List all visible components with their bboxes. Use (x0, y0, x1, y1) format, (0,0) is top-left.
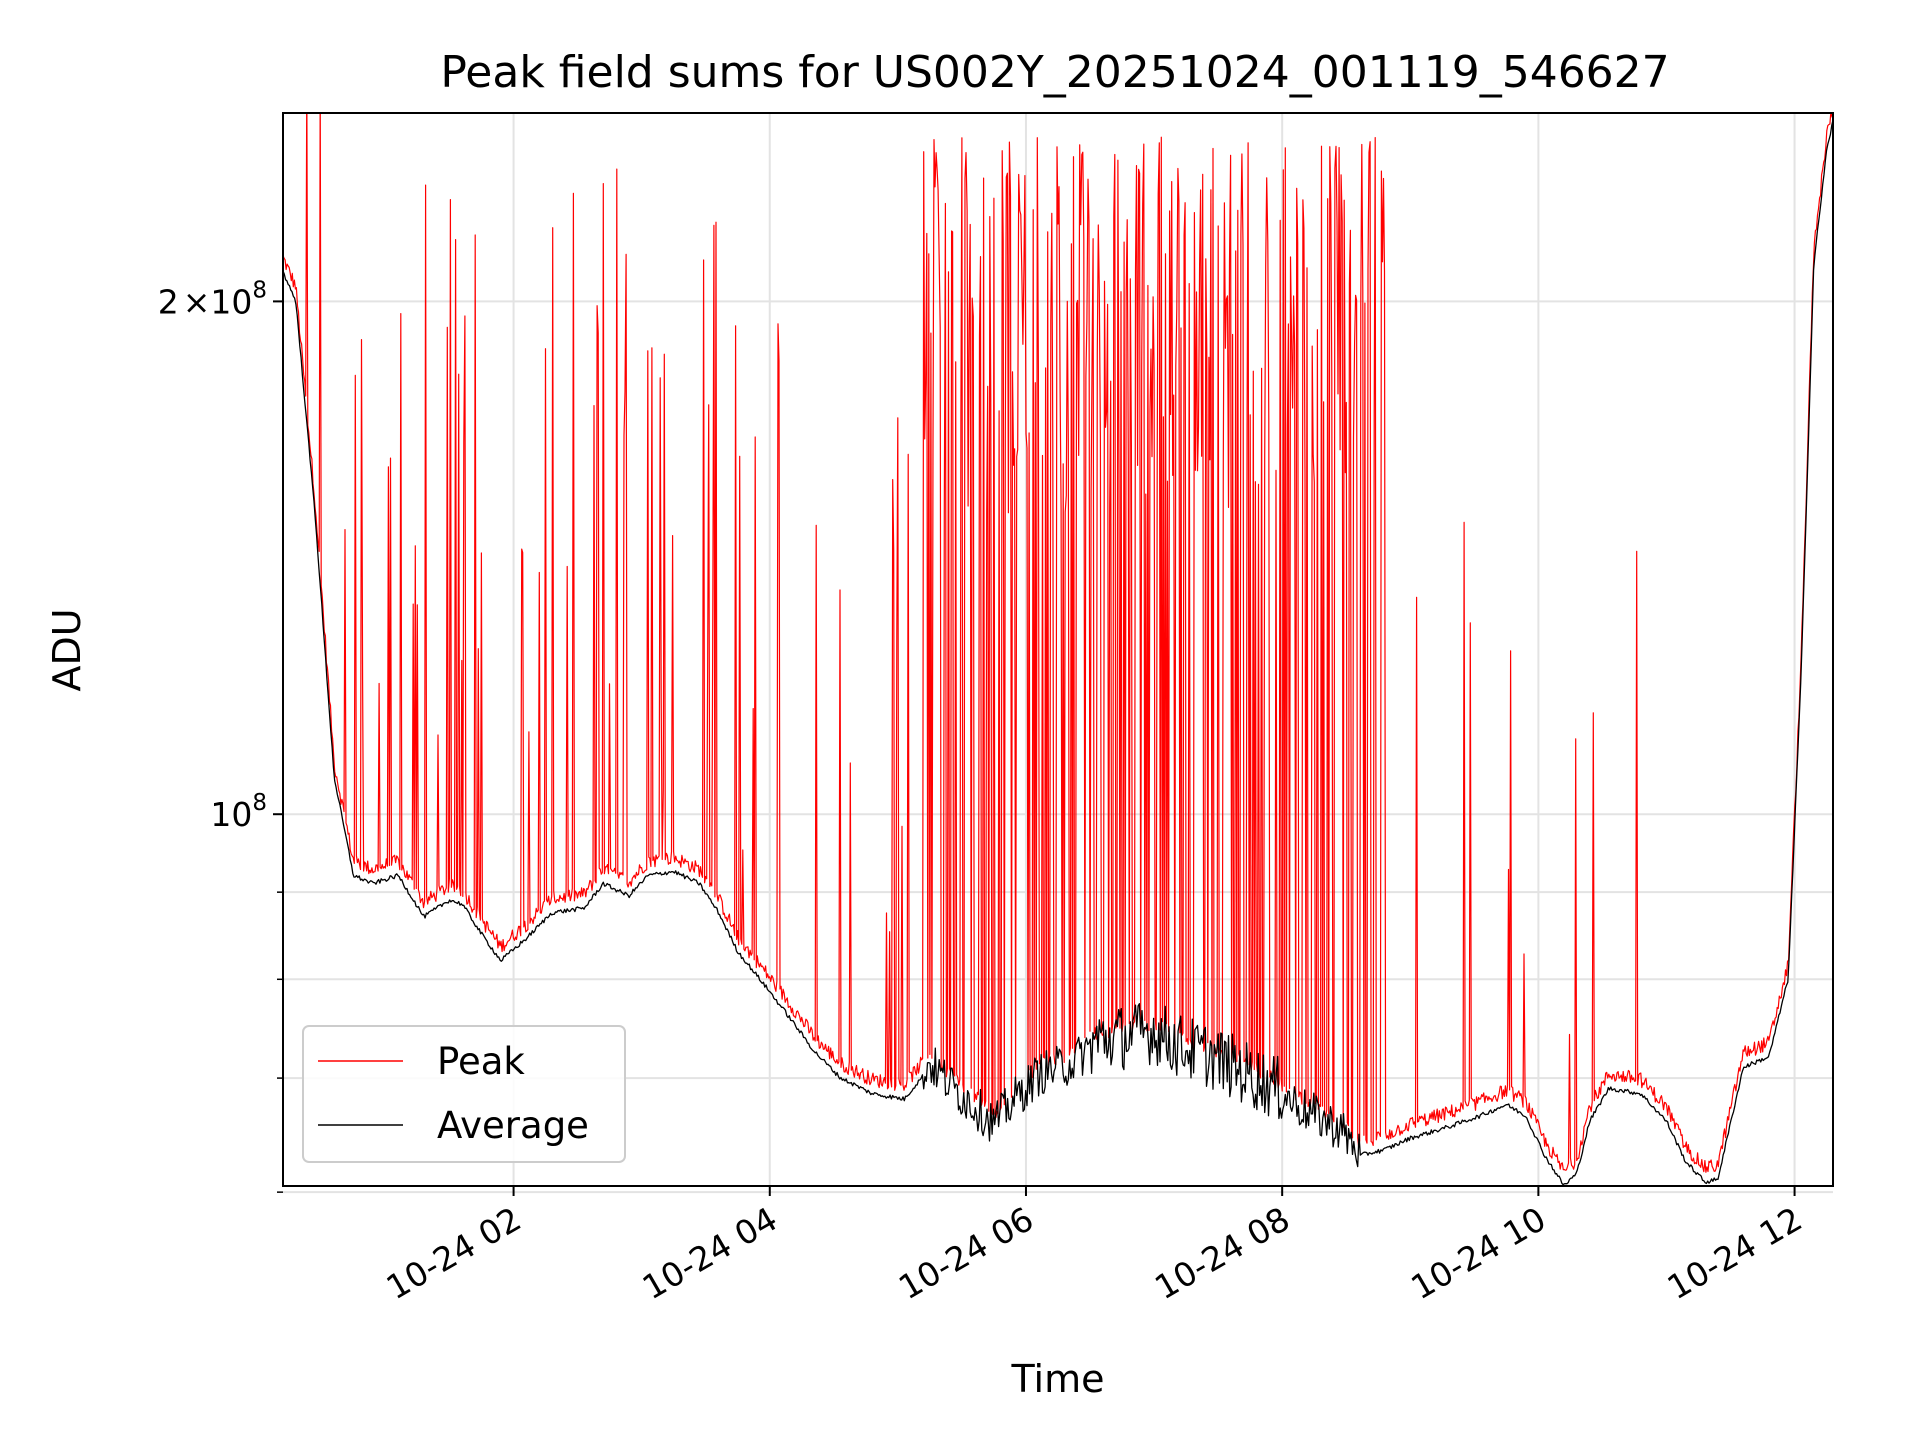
chart-title: Peak field sums for US002Y_20251024_0011… (440, 47, 1669, 98)
legend-box (302, 1025, 626, 1163)
legend: Peak Average (302, 1025, 626, 1163)
y-axis-label: ADU (45, 608, 89, 691)
y-axis: 108 2 ×108 (158, 277, 283, 1193)
legend-label-average: Average (437, 1104, 589, 1147)
x-axis-label: Time (1011, 1357, 1105, 1401)
series-layer (283, 113, 1833, 1186)
legend-label-peak: Peak (437, 1040, 525, 1083)
peak-series-line (283, 113, 1833, 1173)
y-tick-label: 108 (210, 790, 267, 834)
average-series-line (283, 119, 1833, 1186)
plot-frame (282, 112, 1834, 1187)
y-tick-label: 2 ×108 (158, 277, 267, 321)
